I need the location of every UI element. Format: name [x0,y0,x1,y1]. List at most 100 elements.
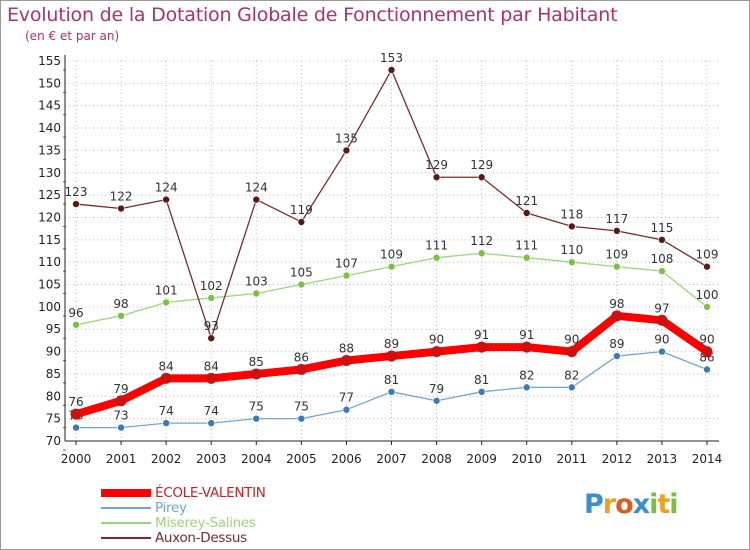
data-label-miserey-salines: 109 [380,248,403,262]
data-label-pirey: 77 [339,391,354,405]
data-point-miserey-salines [207,294,216,302]
data-point-auxon-dessus [72,200,80,208]
data-point-auxon-dessus [567,222,576,231]
data-label-ecole-valentin: 79 [113,382,128,396]
data-point-auxon-dessus [117,204,125,213]
chart-subtitle: (en € et par an) [25,29,120,43]
data-label-ecole-valentin: 85 [249,355,264,369]
legend-item-ecole-valentin: ÉCOLE-VALENTIN [101,485,301,501]
data-label-pirey: 81 [474,373,489,387]
data-label-pirey: 75 [294,400,309,414]
data-label-auxon-dessus: 124 [245,181,268,195]
data-point-auxon-dessus [613,227,621,235]
legend-swatch [101,489,151,497]
y-tick-label: 110 [38,255,61,269]
data-label-miserey-salines: 108 [650,252,673,266]
y-tick-label: 90 [46,345,61,359]
data-label-auxon-dessus: 153 [380,51,403,65]
data-point-miserey-salines [162,298,170,307]
data-label-ecole-valentin: 88 [339,342,354,356]
y-tick-label: 75 [46,412,61,426]
data-point-auxon-dessus [522,209,531,217]
data-label-ecole-valentin: 91 [474,328,489,342]
data-label-miserey-salines: 112 [470,234,493,248]
data-point-pirey [522,383,531,392]
y-tick-label: 140 [38,121,61,135]
y-tick-label: 115 [38,233,61,247]
data-point-auxon-dessus [387,66,396,74]
x-tick-label: 2009 [466,452,497,466]
data-label-pirey: 73 [113,409,128,423]
data-point-auxon-dessus [207,334,216,342]
y-tick-label: 70 [46,434,61,448]
data-point-miserey-salines [703,303,711,311]
data-label-auxon-dessus: 109 [696,248,719,262]
data-label-miserey-salines: 100 [696,288,719,302]
x-tick-label: 2007 [376,452,407,466]
data-point-ecole-valentin [340,355,352,367]
x-tick-label: 2003 [196,452,227,466]
data-point-pirey [342,405,351,414]
y-tick-label: 125 [38,188,61,202]
legend-label: Pirey [155,500,187,516]
x-tick-label: 2010 [511,452,542,466]
data-point-pirey [117,423,125,432]
data-point-miserey-salines [297,280,306,289]
logo-letter: P [584,489,604,520]
x-tick-label: 2000 [61,452,92,466]
legend-swatch [101,507,151,509]
data-point-auxon-dessus [477,173,486,182]
x-tick-label: 2001 [106,452,137,466]
y-tick-label: 120 [38,210,61,224]
data-point-ecole-valentin [115,395,127,407]
logo-letter: o [615,489,634,520]
chart-title: Evolution de la Dotation Globale de Fonc… [7,4,618,26]
logo-letter: t [657,489,670,520]
data-label-auxon-dessus: 124 [155,181,178,195]
data-label-pirey: 90 [654,333,669,347]
data-point-ecole-valentin [250,368,262,380]
data-point-miserey-salines [342,271,351,280]
legend: ÉCOLE-VALENTIN Pirey Miserey-Salines Auxon-… [101,485,301,546]
data-point-miserey-salines [432,253,441,262]
data-label-auxon-dessus: 129 [470,158,493,172]
y-tick-label: 95 [46,322,61,336]
legend-swatch [101,522,151,524]
data-label-ecole-valentin: 90 [564,333,579,347]
legend-label: ÉCOLE-VALENTIN [155,485,266,501]
data-point-auxon-dessus [432,173,441,182]
data-point-auxon-dessus [658,236,666,244]
data-label-pirey: 74 [204,404,219,418]
legend-item-auxon-dessus: Auxon-Dessus [101,530,301,546]
data-label-pirey: 75 [249,400,264,414]
data-label-ecole-valentin: 91 [519,328,534,342]
data-label-ecole-valentin: 86 [294,350,309,364]
data-label-auxon-dessus: 93 [204,319,219,333]
data-point-miserey-salines [117,312,125,320]
data-point-ecole-valentin [160,372,172,384]
data-label-miserey-salines: 96 [68,306,83,320]
data-point-miserey-salines [567,258,576,266]
x-tick-label: 2008 [421,452,452,466]
y-tick-label: 135 [38,143,61,157]
data-point-auxon-dessus [342,146,351,155]
data-label-miserey-salines: 98 [113,297,128,311]
data-label-ecole-valentin: 89 [384,337,399,351]
data-label-miserey-salines: 109 [605,248,628,262]
data-point-miserey-salines [477,249,486,258]
data-point-ecole-valentin [386,350,397,362]
legend-item-pirey: Pirey [101,500,301,516]
data-label-miserey-salines: 107 [335,257,358,271]
data-label-auxon-dessus: 121 [515,194,538,208]
y-tick-label: 100 [38,300,61,314]
logo-letter: r [602,489,616,520]
x-tick-label: 2011 [557,452,588,466]
data-label-ecole-valentin: 84 [204,359,219,373]
logo-letter: i [649,489,658,520]
y-tick-label: 85 [46,367,61,381]
x-tick-label: 2002 [151,452,182,466]
data-point-miserey-salines [522,253,531,262]
proxiti-logo: Proxiti [584,489,679,520]
y-tick-label: 105 [38,278,61,292]
x-tick-label: 2004 [241,452,272,466]
